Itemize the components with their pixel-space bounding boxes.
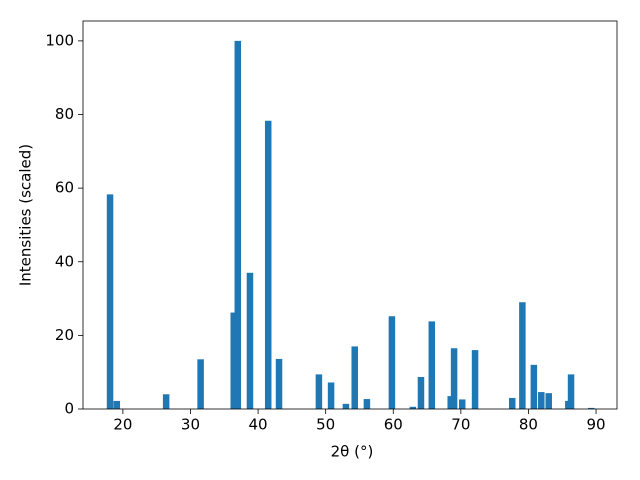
bar — [264, 120, 272, 409]
bar — [234, 40, 242, 409]
bar — [471, 350, 479, 409]
bar — [417, 376, 425, 409]
bar — [275, 358, 283, 409]
bar — [162, 394, 170, 409]
x-tick-label: 40 — [249, 416, 268, 434]
x-tick-label: 20 — [113, 416, 132, 434]
bar — [519, 302, 526, 409]
bar — [447, 396, 454, 409]
bar — [538, 392, 545, 409]
bar — [327, 382, 335, 409]
bar — [530, 364, 538, 409]
bar — [113, 400, 121, 409]
y-tick-label: 80 — [55, 105, 74, 123]
x-tick-label: 70 — [451, 416, 470, 434]
bar — [246, 272, 254, 409]
x-tick-label: 60 — [384, 416, 403, 434]
x-tick-label: 80 — [519, 416, 538, 434]
bar — [106, 194, 114, 409]
plot-frame — [82, 20, 618, 410]
bar — [458, 399, 466, 409]
bar — [363, 399, 371, 409]
bar — [428, 321, 436, 409]
bar — [409, 406, 417, 409]
bar — [450, 348, 458, 409]
y-tick-label: 40 — [55, 252, 74, 270]
y-axis-label: Intensities (scaled) — [17, 144, 35, 286]
bar — [197, 359, 204, 409]
x-tick-label: 90 — [586, 416, 605, 434]
bar — [545, 393, 552, 409]
y-tick-label: 0 — [64, 400, 74, 418]
y-tick-label: 20 — [55, 326, 74, 344]
x-tick-label: 50 — [316, 416, 335, 434]
bar — [230, 312, 237, 409]
bar — [508, 397, 516, 409]
bar — [315, 374, 323, 409]
bar — [351, 346, 358, 409]
bar — [588, 407, 595, 409]
bar — [567, 374, 575, 409]
bar — [388, 316, 396, 409]
y-tick-label: 100 — [45, 31, 74, 49]
x-tick-label: 30 — [181, 416, 200, 434]
bar — [342, 403, 350, 409]
x-axis-label: 2θ (°) — [331, 443, 374, 461]
y-tick-label: 60 — [55, 179, 74, 197]
